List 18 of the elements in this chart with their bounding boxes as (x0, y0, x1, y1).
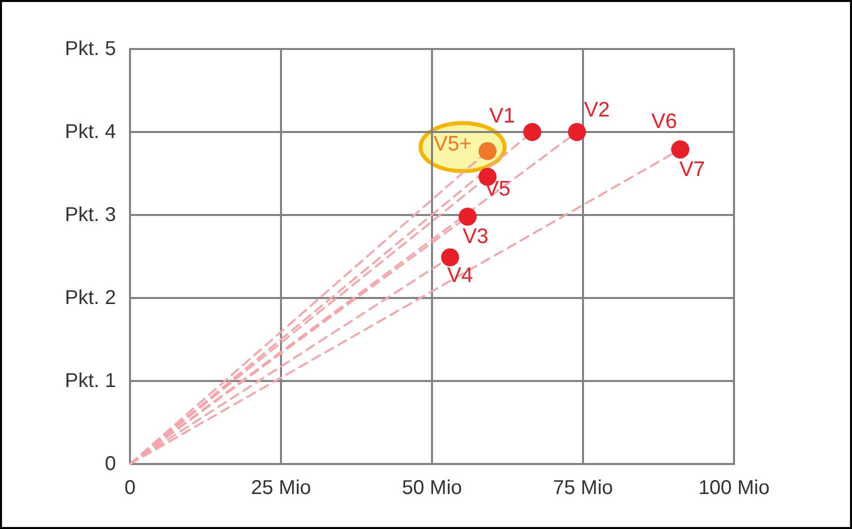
x-tick-label: 100 Mio (698, 477, 770, 499)
y-tick-label: Pkt. 1 (64, 370, 116, 392)
x-tick-label: 50 Mio (402, 477, 462, 499)
data-label: V3 (462, 225, 488, 248)
x-tick-label: 25 Mio (250, 477, 312, 499)
y-tick-label: Pkt. 3 (64, 204, 116, 226)
data-label: V5+ (434, 132, 472, 156)
x-tick-label: 0 (124, 477, 136, 499)
y-tick-label: 0 (104, 453, 116, 475)
data-label: V4 (447, 264, 474, 287)
x-tick-label: 75 Mio (552, 477, 614, 499)
y-tick-label: Pkt. 4 (64, 121, 116, 143)
data-label: V1 (489, 104, 516, 128)
data-label: V7 (679, 158, 706, 181)
data-label: V2 (584, 98, 610, 122)
y-tick-label: Pkt. 5 (64, 38, 116, 60)
y-tick-label: Pkt. 2 (64, 287, 116, 309)
data-label: V6 (651, 110, 678, 133)
